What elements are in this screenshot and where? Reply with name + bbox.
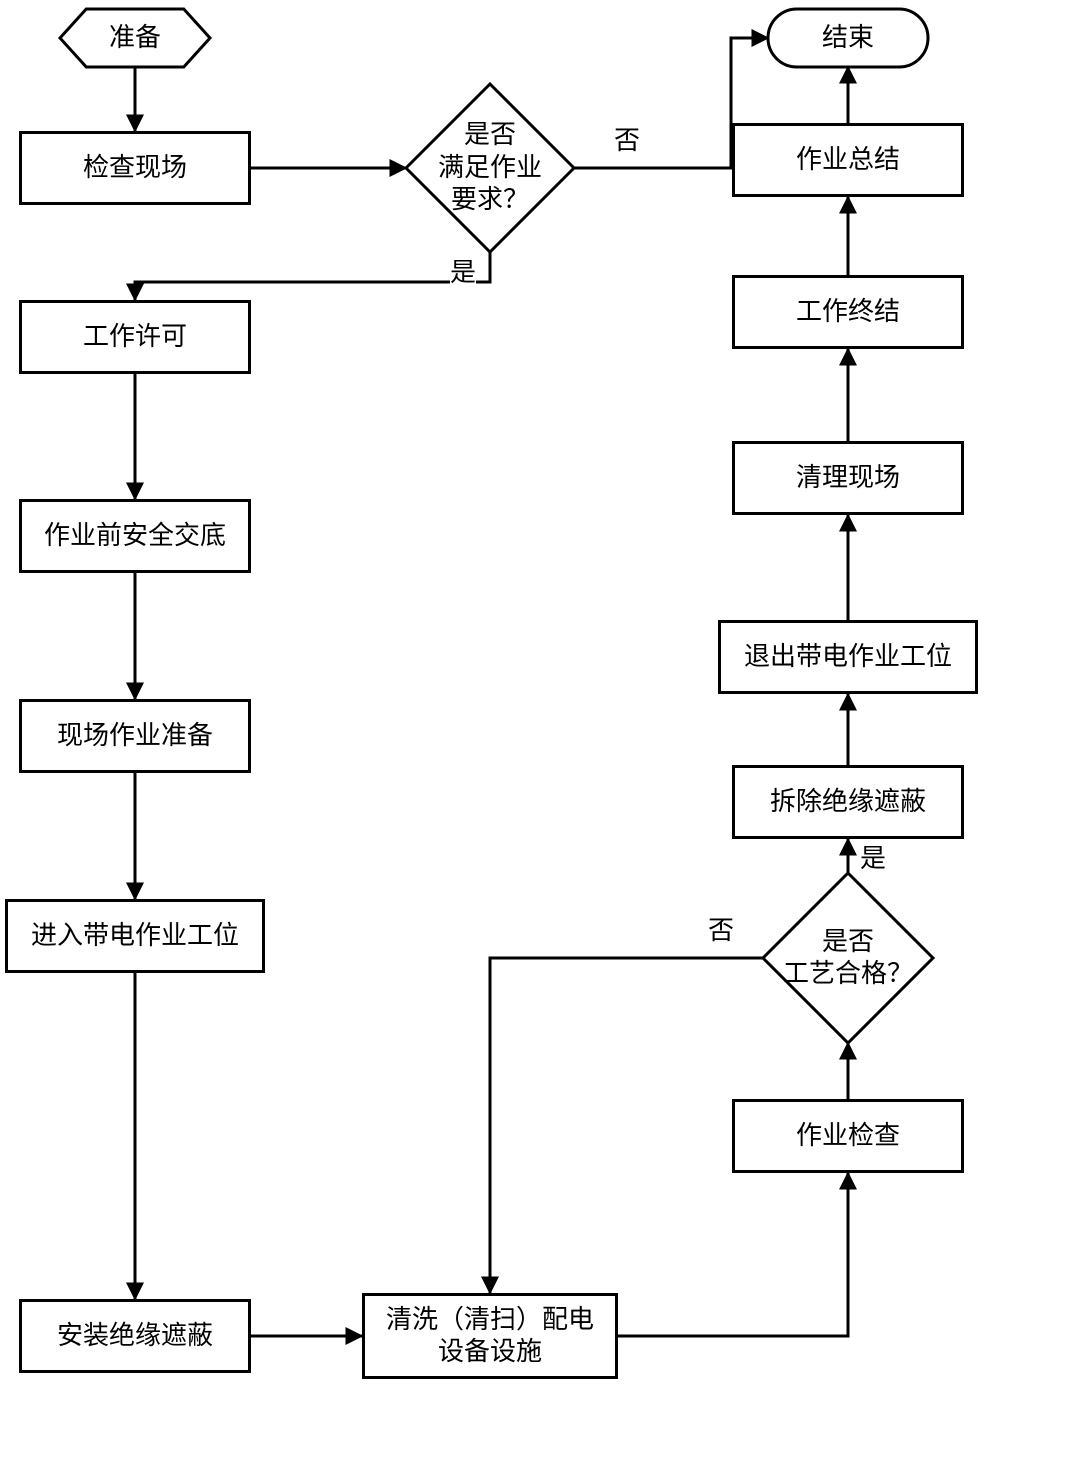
edge-label-meetReq-end: 否 [614,128,640,154]
node-installIns: 安装绝缘遮蔽 [19,1299,251,1373]
node-summary: 作业总结 [732,123,964,197]
node-meetReq [406,84,574,252]
node-briefing: 作业前安全交底 [19,499,251,573]
node-label-workEnd: 工作终结 [796,296,900,329]
node-label-removeIns: 拆除绝缘遮蔽 [770,786,926,819]
node-label-exit: 退出带电作业工位 [744,641,952,674]
node-enter: 进入带电作业工位 [5,899,265,973]
node-label-permit: 工作许可 [83,321,187,354]
edge-techOk-clean [490,958,763,1293]
node-techOk [763,873,933,1043]
edge-label-techOk-clean: 否 [708,918,734,944]
node-label-briefing: 作业前安全交底 [44,520,226,553]
node-label-clean: 清洗（清扫）配电设备设施 [386,1304,594,1369]
node-label-inspect: 检查现场 [83,152,187,185]
node-sitePrep: 现场作业准备 [19,699,251,773]
edge-label-meetReq-permit: 是 [450,260,476,286]
edge-label-techOk-removeIns: 是 [860,846,886,872]
node-label-jobCheck: 作业检查 [796,1120,900,1153]
node-workEnd: 工作终结 [732,275,964,349]
node-prep [60,9,210,67]
edge-clean-jobCheck [618,1173,848,1336]
node-label-enter: 进入带电作业工位 [31,920,239,953]
node-exit: 退出带电作业工位 [718,620,978,694]
node-removeIns: 拆除绝缘遮蔽 [732,765,964,839]
node-label-summary: 作业总结 [796,144,900,177]
node-jobCheck: 作业检查 [732,1099,964,1173]
node-label-sitePrep: 现场作业准备 [57,720,213,753]
node-end [768,9,928,67]
node-inspect: 检查现场 [19,131,251,205]
node-label-installIns: 安装绝缘遮蔽 [57,1320,213,1353]
node-clean: 清洗（清扫）配电设备设施 [362,1293,618,1379]
edge-meetReq-permit [135,252,490,300]
node-permit: 工作许可 [19,300,251,374]
node-cleanup: 清理现场 [732,441,964,515]
node-label-cleanup: 清理现场 [796,462,900,495]
